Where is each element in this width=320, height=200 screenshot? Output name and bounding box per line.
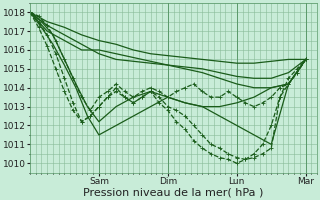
X-axis label: Pression niveau de la mer( hPa ): Pression niveau de la mer( hPa )	[84, 187, 264, 197]
